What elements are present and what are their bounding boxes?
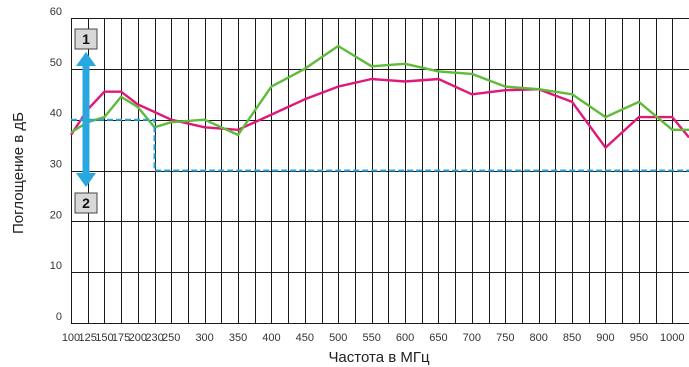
x-tick-label: 100 bbox=[62, 332, 80, 344]
x-tick-label: 900 bbox=[596, 332, 614, 344]
y-tick-label: 0 bbox=[56, 311, 62, 323]
y-tick-label: 20 bbox=[50, 209, 62, 221]
x-tick-label: 850 bbox=[563, 332, 581, 344]
y-tick-labels: 0 10 20 30 40 50 60 bbox=[50, 6, 62, 323]
series-line-3 bbox=[71, 118, 689, 172]
marker-2-box bbox=[74, 192, 98, 214]
x-tick-label: 600 bbox=[396, 332, 414, 344]
x-tick-label: 700 bbox=[463, 332, 481, 344]
y-tick-label: 60 bbox=[50, 6, 62, 18]
series-layer bbox=[69, 44, 689, 172]
x-tick-label: 800 bbox=[529, 332, 547, 344]
x-tick-label: 125 bbox=[79, 332, 97, 344]
x-tick-label: 750 bbox=[496, 332, 514, 344]
y-tick-label: 30 bbox=[50, 159, 62, 171]
x-tick-label: 400 bbox=[262, 332, 280, 344]
x-tick-label: 950 bbox=[630, 332, 648, 344]
x-tick-label: 500 bbox=[329, 332, 347, 344]
x-tick-label: 230 bbox=[145, 332, 163, 344]
marker-2-text: 2 bbox=[82, 195, 90, 211]
x-tick-label: 550 bbox=[362, 332, 380, 344]
x-tick-label: 450 bbox=[296, 332, 314, 344]
x-tick-label: 650 bbox=[429, 332, 447, 344]
y-axis-title: Поглощение в дБ bbox=[10, 112, 27, 234]
x-axis-title: Частота в МГц bbox=[328, 349, 430, 366]
y-tick-label: 50 bbox=[50, 57, 62, 69]
arrow-head-up-icon bbox=[76, 52, 96, 66]
x-tick-label: 200 bbox=[129, 332, 147, 344]
x-tick-label: 350 bbox=[229, 332, 247, 344]
y-tick-label: 40 bbox=[50, 108, 62, 120]
series-line-2 bbox=[70, 44, 689, 137]
arrow-head-down-icon bbox=[76, 173, 96, 187]
y-tick-label: 10 bbox=[50, 260, 62, 272]
x-tick-label: 150 bbox=[95, 332, 113, 344]
x-tick-label: 300 bbox=[195, 332, 213, 344]
marker-1-text: 1 bbox=[82, 31, 90, 47]
x-tick-label: 1000 bbox=[660, 332, 684, 344]
x-tick-label: 175 bbox=[112, 332, 130, 344]
marker-1-box bbox=[74, 28, 98, 50]
marker-layer: 12 bbox=[74, 28, 98, 214]
x-tick-label: 250 bbox=[162, 332, 180, 344]
series-line-1 bbox=[69, 77, 689, 149]
